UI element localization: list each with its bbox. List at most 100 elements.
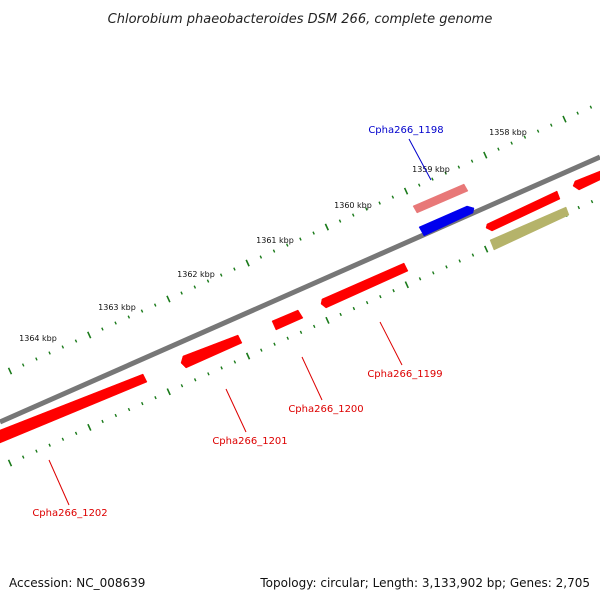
leader-line-1201 xyxy=(225,388,247,433)
inner-tick-mark xyxy=(418,277,422,281)
inner-tick-mark xyxy=(74,431,78,435)
outer-tick-mark xyxy=(510,141,513,145)
outer-tick-mark xyxy=(536,129,540,133)
outer-tick-mark xyxy=(272,249,276,253)
gene-feature-upper-red-1[interactable] xyxy=(485,190,561,232)
inner-tick-mark xyxy=(220,366,223,370)
inner-tick-mark xyxy=(392,289,395,293)
outer-tick-mark xyxy=(35,357,38,361)
inner-tick-mark xyxy=(245,352,251,360)
outer-tick-mark xyxy=(101,327,104,331)
gene-feature-upper-red-2[interactable] xyxy=(572,170,600,191)
outer-tick-mark xyxy=(576,111,579,115)
outer-tick-mark xyxy=(378,201,381,205)
outer-tick-mark xyxy=(312,231,315,235)
outer-tick-mark xyxy=(431,177,434,181)
leader-line-1200 xyxy=(301,356,323,401)
outer-tick-mark xyxy=(299,237,302,241)
gene-label-1201[interactable]: Cpha266_1201 xyxy=(212,436,287,447)
gene-feature-1202[interactable] xyxy=(0,373,148,444)
inner-tick-mark xyxy=(339,312,342,317)
inner-tick-mark xyxy=(21,455,25,459)
inner-tick-mark xyxy=(48,443,51,447)
gene-feature-1201[interactable] xyxy=(180,334,243,369)
outer-tick-mark xyxy=(351,213,355,217)
inner-tick-mark xyxy=(101,419,104,424)
outer-tick-mark xyxy=(562,115,567,123)
leader-line-1202 xyxy=(48,459,70,506)
kbp-label-1363: 1363 kbp xyxy=(98,303,136,312)
gene-feature-1200[interactable] xyxy=(271,309,304,331)
inner-tick-mark xyxy=(193,378,197,382)
outer-tick-mark xyxy=(193,285,197,289)
gene-labels: Cpha266_1198 Cpha266_1199 Cpha266_1200 C… xyxy=(32,125,443,519)
outer-tick-mark xyxy=(523,135,527,139)
inner-tick-mark xyxy=(273,342,276,346)
inner-tick-mark xyxy=(233,360,237,364)
outer-tick-mark xyxy=(245,259,250,267)
outer-tick-mark xyxy=(589,105,593,109)
genome-backbone xyxy=(0,154,600,425)
gene-label-1199[interactable]: Cpha266_1199 xyxy=(367,369,442,380)
gene-feature-1198[interactable] xyxy=(418,205,475,237)
inner-tick-mark xyxy=(577,205,581,210)
kbp-label-1364: 1364 kbp xyxy=(19,334,57,343)
outer-tick-mark xyxy=(74,339,78,343)
outer-tick-mark xyxy=(365,207,368,211)
kbp-label-1358: 1358 kbp xyxy=(489,128,527,137)
outer-tick-mark xyxy=(285,243,289,247)
outer-tick-mark xyxy=(417,183,421,187)
outer-tick-mark xyxy=(180,291,183,295)
outer-tick-mark xyxy=(87,331,92,339)
inner-tick-mark xyxy=(114,413,118,418)
inner-tick-mark xyxy=(352,306,356,311)
outer-tick-mark xyxy=(457,165,461,169)
gene-label-1198[interactable]: Cpha266_1198 xyxy=(368,125,443,136)
outer-tick-mark xyxy=(497,147,500,151)
outer-tick-mark xyxy=(550,123,553,127)
outer-tick-mark xyxy=(403,187,409,195)
outer-tick-mark xyxy=(470,159,474,163)
inner-tick-mark xyxy=(445,265,448,269)
outer-tick-mark xyxy=(259,255,263,259)
inner-tick-mark xyxy=(286,336,290,340)
outer-tick-mark xyxy=(114,321,117,325)
inner-tick-mark xyxy=(154,395,157,400)
inner-tick-mark xyxy=(260,348,263,352)
inner-tick-mark xyxy=(35,449,38,453)
outer-tick-mark xyxy=(391,195,395,199)
leader-line-1198 xyxy=(408,138,432,181)
gene-features xyxy=(0,170,600,444)
kbp-labels: 1358 kbp 1359 kbp 1360 kbp 1361 kbp 1362… xyxy=(19,128,527,343)
gene-label-1202[interactable]: Cpha266_1202 xyxy=(32,508,107,519)
inner-tick-mark xyxy=(590,199,594,204)
gene-label-1200[interactable]: Cpha266_1200 xyxy=(288,404,363,415)
leader-line-1199 xyxy=(379,321,403,366)
genome-summary-text: Topology: circular; Length: 3,133,902 bp… xyxy=(259,576,590,590)
outer-tick-mark xyxy=(61,345,65,349)
inner-tick-mark xyxy=(299,330,303,334)
outer-tick-mark xyxy=(21,363,25,367)
gene-feature-1198-rna[interactable] xyxy=(412,183,469,214)
inner-tick-mark xyxy=(432,271,435,275)
kbp-label-1359: 1359 kbp xyxy=(412,165,450,174)
outer-tick-mark xyxy=(166,295,171,303)
outer-tick-mark xyxy=(483,151,488,159)
outer-tick-mark xyxy=(233,267,236,271)
outer-tick-mark xyxy=(324,223,330,231)
kbp-label-1362: 1362 kbp xyxy=(177,270,215,279)
inner-tick-mark xyxy=(61,437,65,441)
gene-feature-olive[interactable] xyxy=(489,206,570,251)
outer-tick-track xyxy=(7,105,593,375)
gene-label-leaders xyxy=(48,138,432,506)
outer-tick-mark xyxy=(127,315,131,319)
kbp-label-1361: 1361 kbp xyxy=(256,236,294,245)
inner-tick-mark xyxy=(141,401,144,406)
outer-tick-mark xyxy=(140,309,144,313)
gene-feature-1199[interactable] xyxy=(320,262,409,309)
inner-tick-mark xyxy=(312,324,316,329)
outer-tick-mark xyxy=(48,351,51,355)
inner-tick-mark xyxy=(458,259,461,263)
inner-tick-mark xyxy=(379,294,382,299)
